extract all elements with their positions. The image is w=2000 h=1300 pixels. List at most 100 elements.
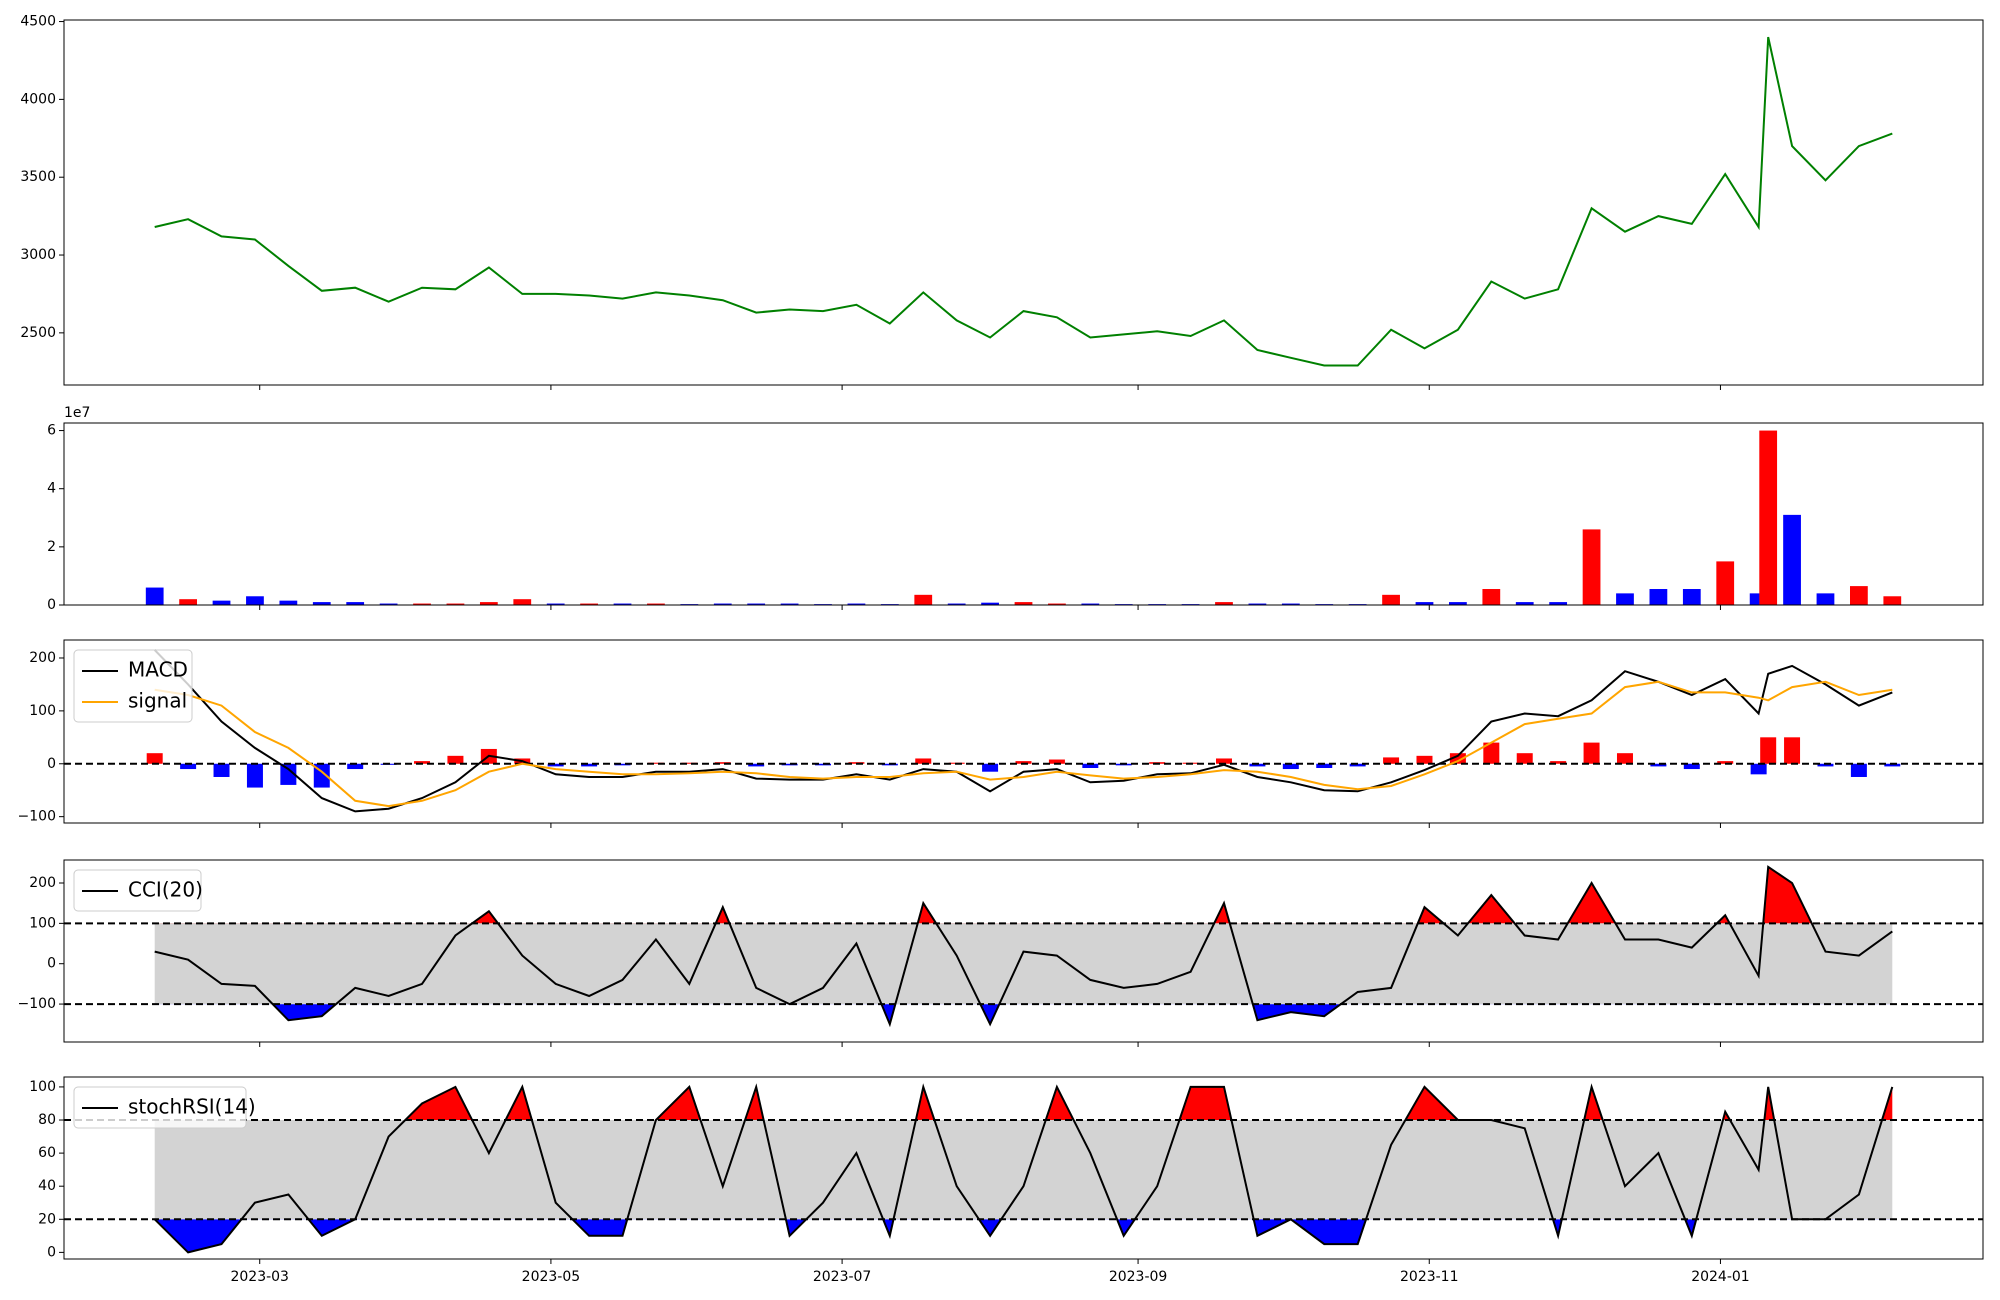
y-tick-label: 3500 [20, 169, 56, 185]
y-tick-label: 60 [38, 1145, 56, 1161]
volume-bar [346, 602, 365, 605]
volume-bar [179, 599, 197, 605]
neutral-band [154, 1120, 1893, 1220]
volume-bar [1716, 561, 1735, 605]
y-tick-label: 200 [29, 650, 56, 666]
volume-bar [713, 603, 732, 605]
histogram-bar [1850, 763, 1867, 777]
indicator-line [154, 680, 1893, 808]
y-tick-label: 4 [47, 481, 56, 497]
price-line [154, 36, 1893, 367]
indicator-line [153, 649, 1893, 813]
volume-bar [613, 603, 632, 605]
histogram-bar [414, 761, 431, 764]
volume-bar [546, 603, 565, 605]
panel-frame [63, 1076, 1984, 1260]
volume-bar [145, 587, 164, 605]
y-tick-label: 6 [47, 423, 56, 439]
volume-bar [647, 603, 665, 605]
x-tick-label: 2023-03 [230, 1269, 289, 1285]
volume-bar [246, 596, 264, 605]
histogram-bar [1516, 753, 1533, 764]
legend-label: MACD [128, 658, 188, 682]
histogram-bar [1249, 763, 1266, 767]
volume-bar [1816, 593, 1835, 605]
y-tick-label: 100 [29, 703, 56, 719]
y-tick-label: 2 [47, 539, 56, 555]
volume-bar [312, 602, 331, 605]
histogram-bar [614, 763, 631, 766]
volume-bar [1783, 514, 1801, 605]
legend-label: signal [128, 689, 187, 713]
volume-bar [914, 594, 933, 605]
volume-bar [780, 603, 799, 605]
legend-label: stochRSI(14) [128, 1095, 256, 1119]
histogram-bar [1416, 755, 1433, 764]
panel-frame [63, 19, 1984, 386]
volume-bar [212, 600, 231, 605]
histogram-bar [1817, 763, 1834, 767]
histogram-bar [681, 762, 698, 764]
histogram-bar [213, 763, 230, 777]
volume-bar [580, 603, 598, 605]
volume-bar [1215, 602, 1233, 605]
legend-box [73, 1086, 247, 1129]
histogram-bar [246, 763, 263, 788]
histogram-bar [1215, 758, 1232, 764]
histogram-bar [547, 763, 564, 767]
volume-bar [847, 603, 866, 605]
volume-bar [981, 602, 999, 605]
histogram-bar [1717, 761, 1734, 764]
y-tick-label: 3000 [20, 247, 56, 263]
histogram-bar [1784, 737, 1801, 764]
y-tick-label: 100 [29, 915, 56, 931]
volume-bar [1449, 602, 1467, 605]
legend-box [73, 649, 193, 723]
volume-bar [513, 599, 532, 605]
histogram-bar [915, 758, 932, 764]
histogram-bar [1550, 761, 1567, 764]
y-tick-label: −100 [18, 809, 56, 825]
oversold-fill [154, 1219, 1826, 1253]
legend-label: CCI(20) [128, 878, 203, 902]
volume-bar [1382, 594, 1400, 605]
y-tick-label: −100 [18, 996, 56, 1012]
legend-box [73, 869, 202, 912]
volume-bar [1081, 603, 1100, 605]
histogram-bar [581, 763, 598, 767]
volume-bar [1649, 589, 1668, 605]
histogram-bar [1082, 763, 1099, 768]
volume-bar [947, 603, 966, 605]
y-tick-label: 200 [29, 875, 56, 891]
x-tick-label: 2023-09 [1109, 1269, 1168, 1285]
y-tick-label: 40 [38, 1178, 56, 1194]
histogram-bar [1650, 763, 1667, 767]
histogram-bar [647, 762, 664, 764]
y-tick-label: 0 [47, 756, 56, 772]
volume-bar [413, 603, 431, 605]
volume-bar [1582, 529, 1601, 605]
histogram-bar [1483, 742, 1500, 764]
histogram-bar [1583, 742, 1600, 764]
histogram-bar [146, 753, 163, 764]
y-tick-label: 4000 [20, 91, 56, 107]
x-tick-label: 2023-05 [522, 1269, 581, 1285]
histogram-bar [1683, 763, 1700, 770]
volume-bar [479, 602, 498, 605]
volume-bar [1048, 603, 1066, 605]
y-tick-label: 0 [47, 597, 56, 613]
overbought-fill [405, 1086, 1893, 1121]
volume-bar [1850, 586, 1868, 605]
y-tick-label: 0 [47, 956, 56, 972]
histogram-bar [1316, 763, 1333, 768]
volume-bar [1515, 602, 1534, 605]
histogram-bar [1616, 753, 1633, 764]
oversold-fill [154, 1004, 1893, 1025]
histogram-bar [180, 763, 197, 770]
volume-bar [279, 600, 298, 605]
indicator-line [154, 865, 1893, 1028]
indicator-line [153, 1083, 1894, 1254]
volume-bar [1759, 430, 1778, 605]
